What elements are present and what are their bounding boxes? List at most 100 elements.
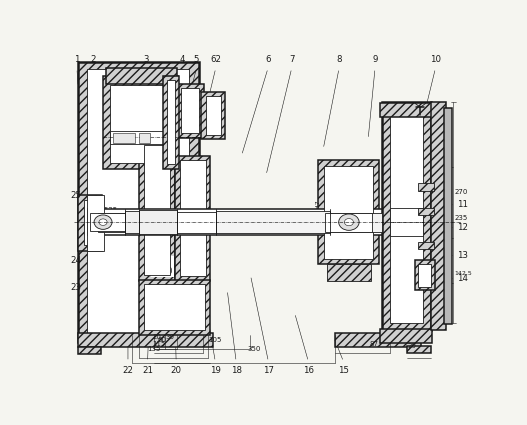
Bar: [97, 212, 382, 232]
Text: 20: 20: [171, 366, 182, 375]
Bar: [180, 160, 206, 276]
Bar: [206, 96, 221, 136]
Text: 21: 21: [142, 366, 153, 375]
Text: 18: 18: [231, 366, 242, 375]
Bar: [418, 242, 434, 249]
Text: 13: 13: [457, 251, 468, 260]
Text: 22: 22: [122, 366, 133, 375]
Bar: [167, 80, 175, 164]
Text: 1: 1: [74, 55, 80, 64]
Bar: [84, 200, 96, 245]
Text: 25: 25: [70, 191, 81, 200]
Bar: [201, 92, 225, 139]
Bar: [163, 76, 179, 169]
Text: 235: 235: [454, 215, 467, 221]
Bar: [144, 145, 170, 275]
Bar: [139, 133, 150, 143]
Text: 62: 62: [210, 55, 221, 64]
Bar: [418, 183, 434, 191]
Bar: [78, 334, 213, 347]
Bar: [78, 346, 101, 354]
Bar: [78, 62, 199, 342]
Text: p=9.525
Z=21: p=9.525 Z=21: [87, 207, 117, 221]
Circle shape: [339, 214, 359, 230]
Text: 24: 24: [70, 256, 81, 265]
Text: 23: 23: [70, 283, 81, 292]
Bar: [87, 69, 189, 334]
Bar: [87, 195, 104, 251]
Text: m=2
Z=60: m=2 Z=60: [152, 257, 173, 276]
Circle shape: [345, 218, 354, 226]
Bar: [415, 261, 435, 290]
Bar: [444, 108, 452, 324]
Text: 30: 30: [165, 334, 174, 340]
Text: 135: 135: [147, 346, 160, 352]
Bar: [407, 346, 431, 353]
Text: 60: 60: [158, 337, 167, 343]
Text: m=2
Z=60: m=2 Z=60: [134, 104, 158, 124]
Text: Ø115.5: Ø115.5: [125, 215, 148, 221]
Bar: [418, 264, 432, 286]
Text: 2: 2: [91, 55, 96, 64]
Bar: [91, 213, 125, 231]
Bar: [110, 85, 163, 163]
Text: 19: 19: [210, 366, 221, 375]
Bar: [139, 280, 210, 335]
Text: 115: 115: [152, 341, 165, 347]
Bar: [390, 109, 423, 323]
Text: Ø41H7: Ø41H7: [316, 199, 321, 221]
Bar: [390, 208, 423, 236]
Bar: [113, 133, 135, 143]
Bar: [325, 212, 372, 232]
Text: 16: 16: [303, 366, 314, 375]
Bar: [139, 210, 177, 234]
Text: 15: 15: [338, 366, 349, 375]
Text: 8: 8: [336, 55, 342, 64]
Text: 17: 17: [263, 366, 274, 375]
Bar: [383, 102, 431, 330]
Text: 5: 5: [194, 55, 199, 64]
Bar: [89, 210, 383, 235]
Bar: [181, 88, 199, 133]
Text: 12: 12: [457, 223, 468, 232]
Text: 10: 10: [430, 55, 441, 64]
Bar: [103, 76, 178, 169]
Text: 87: 87: [370, 341, 379, 347]
Bar: [125, 211, 139, 233]
Text: 20: 20: [152, 334, 161, 340]
Text: 105: 105: [208, 337, 222, 343]
Bar: [327, 264, 372, 281]
Bar: [431, 102, 446, 330]
Circle shape: [99, 219, 107, 225]
Text: 11: 11: [457, 200, 468, 209]
Bar: [379, 103, 432, 117]
Text: 4: 4: [180, 55, 185, 64]
Bar: [177, 84, 203, 138]
Bar: [175, 156, 210, 281]
Text: 142.5: 142.5: [454, 271, 472, 276]
Bar: [216, 211, 330, 233]
Bar: [144, 284, 204, 330]
Bar: [336, 334, 421, 347]
Bar: [418, 208, 434, 215]
Bar: [106, 68, 178, 84]
Text: Ø60: Ø60: [353, 215, 366, 221]
Bar: [318, 160, 379, 264]
Text: Ø60: Ø60: [96, 215, 109, 221]
Text: Ø35: Ø35: [334, 215, 347, 221]
Bar: [78, 195, 102, 251]
Text: 6: 6: [265, 55, 271, 64]
Text: 7: 7: [289, 55, 295, 64]
Bar: [139, 140, 175, 281]
Bar: [177, 212, 216, 232]
Text: Ø47H7: Ø47H7: [164, 199, 170, 221]
Bar: [325, 166, 373, 259]
Text: 270: 270: [454, 189, 467, 195]
Text: 14: 14: [457, 274, 468, 283]
Text: Ø90H7: Ø90H7: [250, 215, 272, 221]
Text: 350: 350: [247, 346, 260, 352]
Text: 9: 9: [373, 55, 378, 64]
Text: 3: 3: [143, 55, 149, 64]
Circle shape: [94, 215, 112, 230]
Text: 20: 20: [408, 343, 417, 349]
